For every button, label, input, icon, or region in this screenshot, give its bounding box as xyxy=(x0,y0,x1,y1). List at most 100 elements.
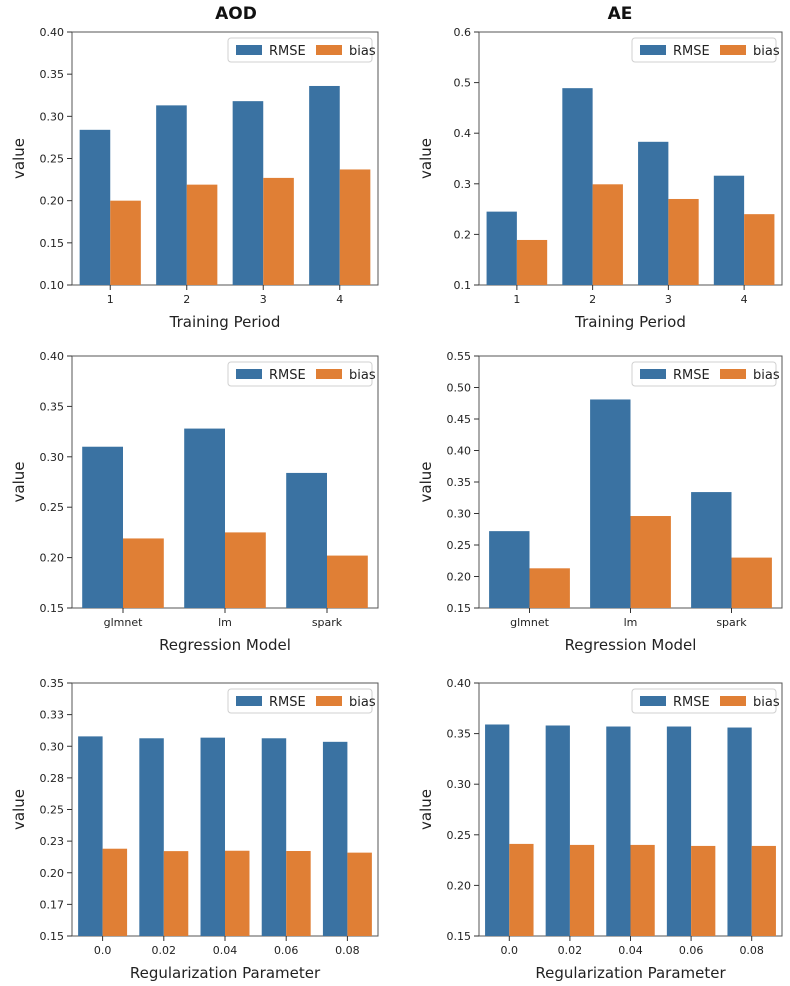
y-tick-label: 0.15 xyxy=(40,602,65,615)
legend-label-bias: bias xyxy=(349,695,376,710)
bar-bias-glmnet xyxy=(123,538,164,608)
y-tick-label: 0.30 xyxy=(447,508,472,521)
y-axis-label: value xyxy=(417,789,435,830)
y-tick-label: 0.35 xyxy=(40,677,65,690)
column-title-ae: AE xyxy=(607,4,633,24)
legend-box xyxy=(227,361,373,387)
legend-swatch-bias xyxy=(720,45,746,55)
bar-bias-0.04 xyxy=(225,850,250,936)
y-tick-label: 0.45 xyxy=(447,413,472,426)
y-tick-label: 0.30 xyxy=(40,451,65,464)
y-tick-label: 0.30 xyxy=(40,740,65,753)
x-tick-label: 2 xyxy=(183,293,190,306)
x-tick-label: 0.04 xyxy=(213,944,238,957)
legend-swatch-rmse xyxy=(236,45,262,55)
legend-label-rmse: RMSE xyxy=(269,695,306,710)
chart-ae-training-period: 0.1 0.2 0.3 0.4 0.5 0.6 1 2 3 4 Training Period val… xyxy=(417,26,783,330)
x-tick-label: 0.04 xyxy=(618,944,643,957)
y-tick-label: 0.40 xyxy=(447,445,472,458)
y-tick-label: 0.25 xyxy=(40,153,65,166)
bar-rmse-spark xyxy=(286,472,327,608)
x-tick-label: 4 xyxy=(336,293,343,306)
legend-label-rmse: RMSE xyxy=(673,695,710,710)
bar-rmse-0.0 xyxy=(485,724,510,936)
y-tick-label: 0.4 xyxy=(454,127,472,140)
bar-bias-3 xyxy=(263,177,294,285)
legend-label-rmse: RMSE xyxy=(673,368,710,383)
bar-bias-0.02 xyxy=(163,851,189,936)
bar-rmse-0.04 xyxy=(606,726,631,936)
bar-rmse-2 xyxy=(156,105,187,286)
y-tick-label: 0.15 xyxy=(447,930,472,943)
chart-ae-regularization-parameter: 0.15 0.20 0.25 0.30 0.35 0.40 0.0 0.02 0.04 0.06 0… xyxy=(417,677,783,982)
x-axis-label: Regularization Parameter xyxy=(535,964,726,982)
legend: RMSE bias xyxy=(227,361,376,387)
bar-bias-0.0 xyxy=(509,843,534,936)
bar-rmse-0.08 xyxy=(322,741,348,936)
chart-ae-regression-model: 0.15 0.20 0.25 0.30 0.35 0.40 0.45 0.50 0.55 glmn… xyxy=(417,350,783,654)
chart-aod-regularization-parameter: 0.15 0.17 0.20 0.23 0.25 0.28 0.30 0.33 0.35 0.0 0… xyxy=(10,677,379,982)
y-tick-label: 0.23 xyxy=(40,835,65,848)
y-tick-label: 0.35 xyxy=(447,728,472,741)
plot-frame xyxy=(478,31,783,286)
bar-bias-lm xyxy=(630,516,671,608)
y-axis-label: value xyxy=(10,462,28,503)
y-tick-label: 0.25 xyxy=(40,804,65,817)
bar-rmse-lm xyxy=(184,428,225,608)
legend-swatch-bias xyxy=(720,369,746,379)
legend-label-bias: bias xyxy=(753,44,780,59)
y-tick-label: 0.17 xyxy=(40,898,65,911)
legend-swatch-rmse xyxy=(236,696,262,706)
x-tick-label: 4 xyxy=(741,293,748,306)
legend-label-rmse: RMSE xyxy=(673,44,710,59)
legend-swatch-bias xyxy=(316,369,342,379)
y-tick-label: 0.20 xyxy=(40,867,65,880)
x-tick-label: 2 xyxy=(589,293,596,306)
y-tick-label: 0.55 xyxy=(447,350,472,363)
y-tick-label: 0.28 xyxy=(40,772,65,785)
legend-swatch-rmse xyxy=(640,369,666,379)
bar-rmse-glmnet xyxy=(489,531,530,608)
x-tick-label: spark xyxy=(312,616,343,629)
y-tick-label: 0.25 xyxy=(447,539,472,552)
x-axis-label: Regression Model xyxy=(565,636,697,654)
bar-rmse-0.02 xyxy=(545,725,570,936)
y-tick-label: 0.30 xyxy=(447,778,472,791)
legend-swatch-rmse xyxy=(236,369,262,379)
y-tick-label: 0.40 xyxy=(40,26,65,39)
y-tick-label: 0.6 xyxy=(454,26,472,39)
x-tick-label: 0.08 xyxy=(335,944,360,957)
legend-swatch-rmse xyxy=(640,696,666,706)
x-axis-label: Training Period xyxy=(169,313,281,330)
bar-bias-0.02 xyxy=(569,844,595,936)
x-tick-label: 0.0 xyxy=(94,944,112,957)
x-tick-label: 0.08 xyxy=(739,944,764,957)
y-tick-label: 0.30 xyxy=(40,110,65,123)
y-tick-label: 0.10 xyxy=(40,279,65,292)
x-tick-label: glmnet xyxy=(510,616,549,629)
y-tick-label: 0.50 xyxy=(447,382,472,395)
legend-box xyxy=(631,361,777,387)
x-tick-label: 0.06 xyxy=(679,944,704,957)
x-tick-label: glmnet xyxy=(104,616,143,629)
bar-bias-3 xyxy=(668,198,699,285)
bar-rmse-0.06 xyxy=(261,738,287,936)
legend-label-bias: bias xyxy=(753,368,780,383)
bar-rmse-3 xyxy=(638,141,669,285)
y-axis-label: value xyxy=(10,138,28,179)
bar-bias-0.0 xyxy=(102,848,128,936)
y-tick-label: 0.5 xyxy=(454,77,472,90)
legend-box xyxy=(227,37,373,63)
y-tick-label: 0.20 xyxy=(40,195,65,208)
legend: RMSE bias xyxy=(227,688,376,714)
legend: RMSE bias xyxy=(227,37,376,63)
legend-box xyxy=(631,688,777,714)
bar-bias-spark xyxy=(731,557,772,608)
bar-bias-0.04 xyxy=(630,844,655,936)
y-tick-label: 0.15 xyxy=(40,237,65,250)
bar-bias-2 xyxy=(186,184,218,285)
x-tick-label: lm xyxy=(624,616,638,629)
bar-rmse-1 xyxy=(486,211,517,285)
legend-swatch-bias xyxy=(316,45,342,55)
